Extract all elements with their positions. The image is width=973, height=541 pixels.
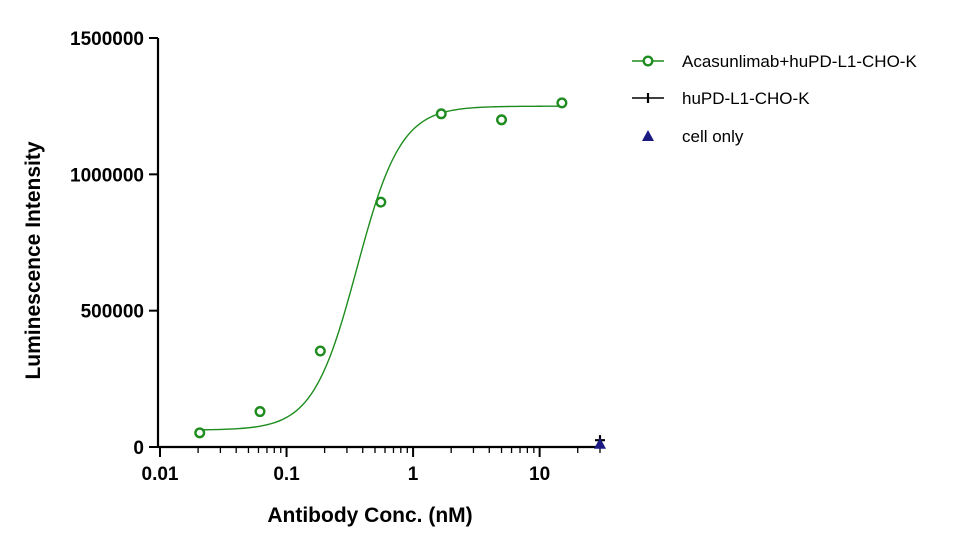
- data-point: [254, 406, 266, 418]
- legend: Acasunlimab+huPD-L1-CHO-K huPD-L1-CHO-K ce…: [632, 52, 917, 146]
- legend-marker: [642, 55, 654, 67]
- legend-label: cell only: [682, 127, 744, 146]
- y-tick-label: 1500000: [70, 29, 144, 50]
- fit-curve-layer: [199, 105, 562, 431]
- x-axis-title: Antibody Conc. (nM): [267, 504, 472, 527]
- data-point: [556, 97, 568, 109]
- y-tick-label: 500000: [81, 302, 144, 323]
- x-tick-label: 10: [529, 464, 550, 485]
- x-tick-label: 1: [408, 464, 419, 485]
- data-point: [435, 108, 447, 120]
- data-point: [194, 427, 206, 439]
- legend-label: Acasunlimab+huPD-L1-CHO-K: [682, 52, 917, 71]
- legend-marker: [642, 130, 654, 141]
- data-point: [594, 437, 606, 449]
- legend-label: huPD-L1-CHO-K: [682, 89, 810, 108]
- y-tick-label: 1000000: [70, 165, 144, 186]
- fit-curve: [199, 105, 562, 431]
- axes: 0 500000 1000000 1500000 0.01 0.1 1 10: [70, 29, 602, 485]
- x-tick-label: 0.1: [273, 464, 300, 485]
- y-axis-title: Luminescence Intensity: [22, 141, 45, 379]
- x-tick-label: 0.01: [142, 464, 179, 485]
- data-point: [496, 114, 508, 126]
- data-points-layer: [194, 97, 606, 449]
- data-point: [375, 196, 387, 208]
- data-point: [314, 345, 326, 357]
- y-tick-label: 0: [133, 438, 144, 459]
